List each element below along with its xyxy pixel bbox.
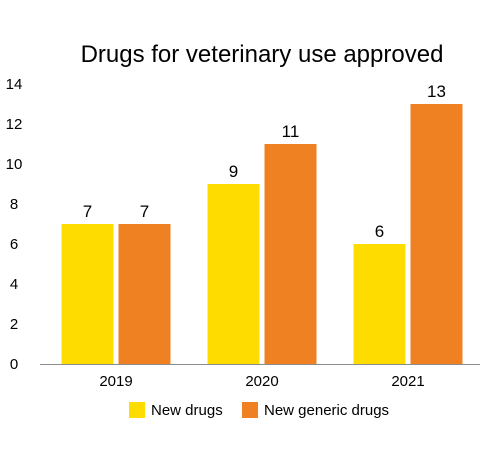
data-label: 7	[140, 202, 149, 221]
y-tick-label: 2	[10, 316, 18, 333]
data-label: 6	[375, 222, 384, 241]
bar-new-drugs-2019	[61, 224, 114, 364]
x-tick-label: 2021	[391, 373, 424, 390]
y-tick-label: 12	[6, 116, 23, 133]
x-axis: 2019 2020 2021	[99, 373, 424, 390]
y-tick-label: 6	[10, 236, 18, 253]
bar-new-drugs-2020	[207, 184, 260, 364]
legend-swatch	[129, 402, 145, 418]
data-label: 11	[282, 122, 300, 141]
y-tick-label: 4	[10, 276, 18, 293]
legend-label: New generic drugs	[264, 402, 389, 419]
y-tick-label: 8	[10, 196, 18, 213]
x-tick-label: 2020	[245, 373, 278, 390]
bars	[61, 104, 463, 364]
bar-new-generic-drugs-2019	[118, 224, 171, 364]
legend-label: New drugs	[151, 402, 223, 419]
legend: New drugs New generic drugs	[129, 402, 389, 419]
data-label: 13	[427, 82, 446, 101]
bar-new-drugs-2021	[353, 244, 406, 364]
y-axis: 0 2 4 6 8 10 12 14	[6, 76, 23, 373]
data-label: 7	[83, 202, 92, 221]
legend-swatch	[242, 402, 258, 418]
chart-title: Drugs for veterinary use approved	[81, 41, 444, 68]
bar-new-generic-drugs-2020	[264, 144, 317, 364]
y-tick-label: 10	[6, 156, 23, 173]
data-label: 9	[229, 162, 238, 181]
bar-new-generic-drugs-2021	[410, 104, 463, 364]
x-tick-label: 2019	[99, 373, 132, 390]
y-tick-label: 0	[10, 356, 18, 373]
data-labels: 7 7 9 11 6 13	[83, 82, 446, 241]
y-tick-label: 14	[6, 76, 23, 93]
